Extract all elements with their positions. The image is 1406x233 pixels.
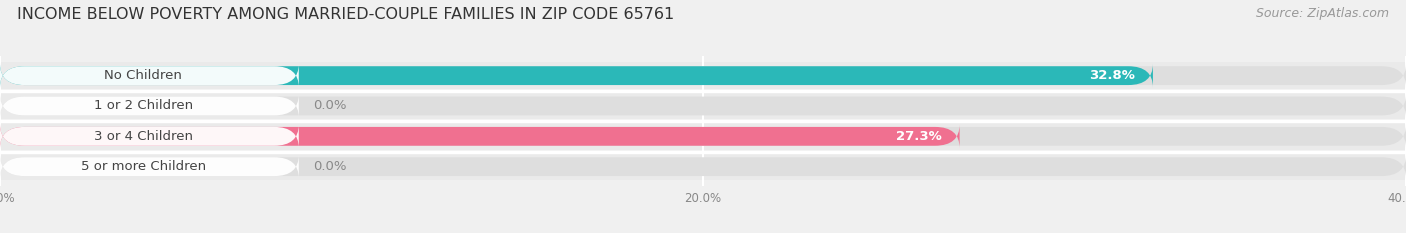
FancyBboxPatch shape — [0, 155, 1406, 178]
Text: 0.0%: 0.0% — [312, 99, 346, 113]
FancyBboxPatch shape — [0, 94, 298, 118]
FancyBboxPatch shape — [0, 124, 298, 148]
FancyBboxPatch shape — [0, 64, 1406, 87]
Text: No Children: No Children — [104, 69, 183, 82]
FancyBboxPatch shape — [0, 93, 1406, 119]
FancyBboxPatch shape — [0, 155, 298, 178]
Text: 27.3%: 27.3% — [896, 130, 942, 143]
Text: 0.0%: 0.0% — [312, 160, 346, 173]
Text: 1 or 2 Children: 1 or 2 Children — [94, 99, 193, 113]
FancyBboxPatch shape — [0, 94, 1406, 118]
FancyBboxPatch shape — [0, 62, 1406, 89]
FancyBboxPatch shape — [0, 153, 1406, 180]
Text: 32.8%: 32.8% — [1090, 69, 1135, 82]
FancyBboxPatch shape — [0, 123, 1406, 150]
Text: INCOME BELOW POVERTY AMONG MARRIED-COUPLE FAMILIES IN ZIP CODE 65761: INCOME BELOW POVERTY AMONG MARRIED-COUPL… — [17, 7, 673, 22]
FancyBboxPatch shape — [0, 124, 960, 148]
FancyBboxPatch shape — [0, 64, 298, 87]
Text: Source: ZipAtlas.com: Source: ZipAtlas.com — [1256, 7, 1389, 20]
FancyBboxPatch shape — [0, 64, 1153, 87]
Text: 3 or 4 Children: 3 or 4 Children — [94, 130, 193, 143]
Text: 5 or more Children: 5 or more Children — [82, 160, 205, 173]
FancyBboxPatch shape — [0, 124, 1406, 148]
